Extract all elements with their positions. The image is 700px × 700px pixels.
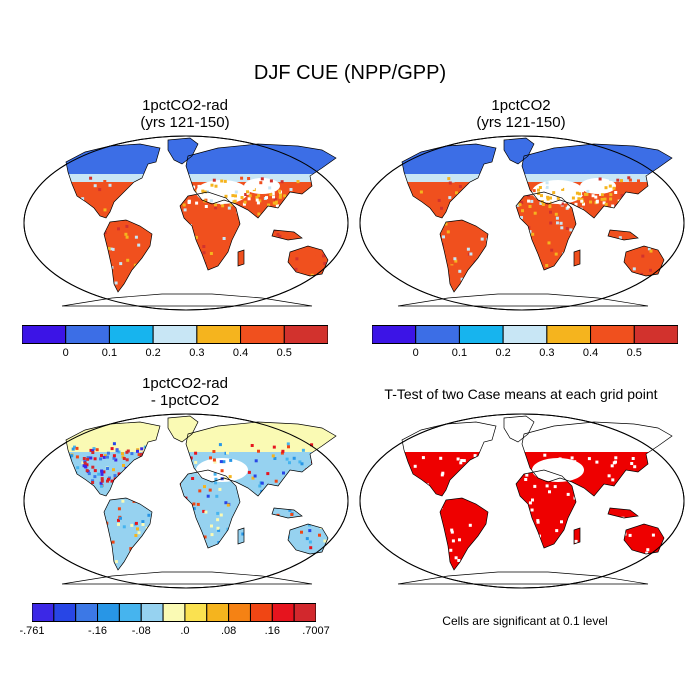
colorbar-tick-label: 0.5	[626, 347, 642, 359]
colorbar-tick-label: 0.1	[101, 347, 118, 359]
colorbar-tick-label: 0.2	[495, 347, 511, 359]
colorbar-tick-label: .0	[180, 625, 190, 637]
panel1-title: 1pctCO2-rad (yrs 121-150)	[22, 97, 348, 131]
map-panel-difference	[23, 413, 349, 589]
map-panel-1pctco2	[359, 135, 685, 311]
colorbar-tick-label: 0.1	[451, 347, 468, 359]
colorbar-tick-label: 0	[412, 347, 419, 359]
colorbar-tick-label: 0.3	[539, 347, 555, 359]
panel3-title-line2: - 1pctCO2	[150, 392, 220, 409]
panel2-title-line2: (yrs 121-150)	[476, 114, 566, 131]
colorbar-difference	[32, 603, 316, 622]
colorbar-tick-label: 0.3	[189, 347, 205, 359]
colorbar-tick-label: 0	[62, 347, 69, 359]
panel3-title: 1pctCO2-rad - 1pctCO2	[22, 375, 348, 409]
colorbar-tick-label: -.761	[19, 625, 45, 637]
panel3-title-line1: 1pctCO2-rad	[142, 375, 228, 392]
colorbar-tick-label: 0.5	[276, 347, 292, 359]
panel1-title-line2: (yrs 121-150)	[140, 114, 230, 131]
panel1-title-line1: 1pctCO2-rad	[142, 97, 228, 114]
colorbar-tick-label: 0.4	[232, 347, 249, 359]
panel2-title-line1: 1pctCO2	[491, 97, 551, 114]
panel4-title: T-Test of two Case means at each grid po…	[384, 386, 658, 402]
colorbar-tick-label: .08	[220, 625, 237, 637]
colorbar-tick-label: 0.2	[145, 347, 161, 359]
colorbar-cue-left	[22, 325, 328, 344]
map-panel-1pctco2-rad	[23, 135, 349, 311]
colorbar-tick-label: 0.4	[582, 347, 599, 359]
colorbar-tick-label: -.08	[131, 625, 151, 637]
significance-note: Cells are significant at 0.1 level	[442, 614, 608, 628]
map-panel-ttest	[359, 413, 685, 589]
panel2-title: 1pctCO2 (yrs 121-150)	[358, 97, 684, 131]
colorbar-tick-label: .7007	[302, 625, 330, 637]
figure-title: DJF CUE (NPP/GPP)	[253, 62, 447, 84]
colorbar-tick-label: -.16	[88, 625, 108, 637]
colorbar-cue-right	[372, 325, 678, 344]
colorbar-tick-label: .16	[264, 625, 280, 637]
